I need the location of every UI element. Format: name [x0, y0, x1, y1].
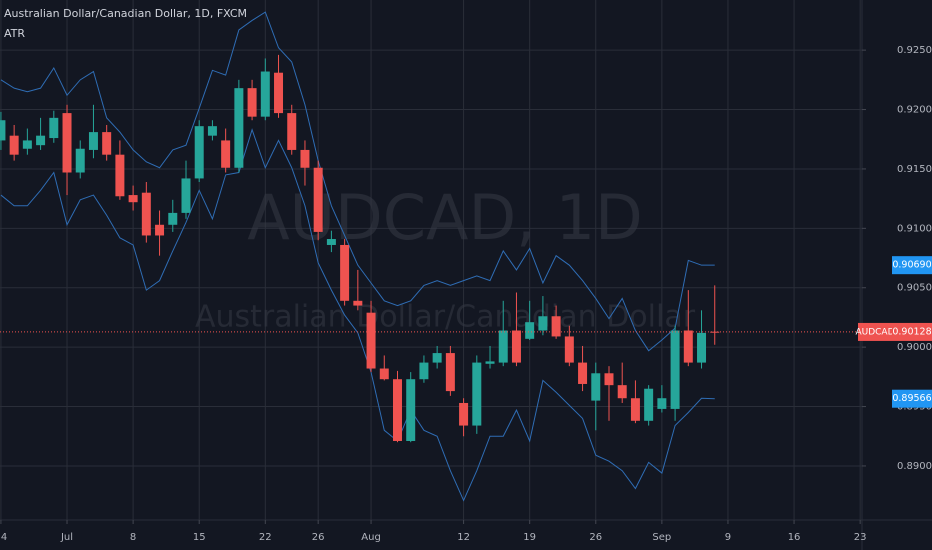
candle-body: [644, 388, 654, 421]
y-tick-label: 0.89000: [897, 461, 932, 472]
price-badge: [892, 256, 932, 275]
candle-body: [62, 113, 72, 173]
candle-body: [75, 148, 85, 173]
candle-body: [445, 353, 455, 392]
candle-body: [340, 244, 350, 301]
band-line: [0, 128, 715, 502]
candle-body: [102, 132, 112, 155]
candle-body: [630, 398, 640, 421]
candle-body: [207, 126, 217, 136]
candle-body: [115, 154, 125, 197]
x-tick-label: 12: [457, 532, 470, 543]
candle-body: [697, 332, 707, 363]
candle-body: [194, 126, 204, 179]
price-badge-label: 0.90128: [892, 326, 931, 337]
x-tick-label: 22: [259, 532, 272, 543]
watermark-symbol: AUDCAD, 1D: [247, 181, 643, 254]
candle-body: [564, 336, 574, 363]
candle-body: [591, 373, 601, 401]
candle-body: [657, 398, 667, 409]
candle-body: [181, 178, 191, 213]
candle-body: [670, 330, 680, 409]
candle-body: [168, 212, 178, 225]
candle-body: [234, 88, 244, 168]
candle-body: [287, 113, 297, 150]
x-tick-label: Jul: [60, 532, 73, 543]
candle-body: [406, 379, 416, 441]
candle-body: [274, 72, 284, 114]
candle-body: [578, 362, 588, 384]
candle-body: [141, 192, 151, 236]
candle-body: [472, 362, 482, 426]
x-tick-label: 26: [589, 532, 602, 543]
price-badge: [892, 389, 932, 408]
x-tick-label: 23: [854, 532, 867, 543]
x-tick-label: Aug: [361, 532, 381, 543]
price-badge-label: 0.90690: [892, 260, 931, 271]
candle-body: [617, 385, 627, 399]
price-badge-label: 0.89566: [892, 393, 931, 404]
candle-body: [313, 167, 323, 232]
x-tick-label: 19: [523, 532, 536, 543]
symbol-label: AUDCAD: [855, 327, 894, 337]
candle-body: [485, 361, 495, 364]
candle-body: [538, 316, 548, 331]
candle-body: [511, 330, 521, 363]
chart-title: Australian Dollar/Canadian Dollar, 1D, F…: [4, 7, 247, 20]
price-badge: [892, 322, 932, 341]
candle-body: [498, 330, 508, 363]
x-tick-label: 26: [312, 532, 325, 543]
candle-body: [432, 353, 442, 363]
symbol-badge: [858, 322, 892, 341]
watermark-description: Australian Dollar/Canadian Dollar: [195, 300, 696, 335]
x-tick-label: Sep: [652, 532, 671, 543]
candle-body: [366, 312, 376, 369]
candle-body: [49, 117, 59, 139]
x-tick-label: 15: [193, 532, 206, 543]
candle-body: [551, 316, 561, 337]
candle-body: [221, 140, 231, 168]
x-tick-label: 24: [0, 532, 7, 543]
candle-body: [604, 373, 614, 386]
candle-body: [459, 402, 469, 426]
x-tick-label: 9: [725, 532, 731, 543]
candle-body: [353, 300, 363, 306]
plot: [0, 11, 862, 502]
x-tick-label: 16: [788, 532, 801, 543]
candle-body: [88, 132, 98, 150]
candle-body: [36, 135, 46, 146]
candle-body: [22, 140, 32, 149]
grid: [0, 0, 862, 520]
band-line: [0, 11, 715, 352]
candle-body: [300, 149, 310, 168]
x-tick-label: 8: [130, 532, 136, 543]
candle-body: [326, 239, 336, 245]
candle-body: [392, 379, 402, 441]
candle-body: [260, 71, 270, 117]
candle-body: [155, 224, 165, 236]
indicator-label: ATR: [4, 27, 25, 40]
candle-body: [9, 135, 19, 155]
candle-body: [128, 195, 138, 203]
candle-body: [419, 362, 429, 380]
candle-body: [0, 120, 6, 141]
candle-body: [247, 88, 257, 117]
candle-body: [525, 322, 535, 339]
candle-body: [379, 368, 389, 380]
candle-body: [683, 330, 693, 363]
